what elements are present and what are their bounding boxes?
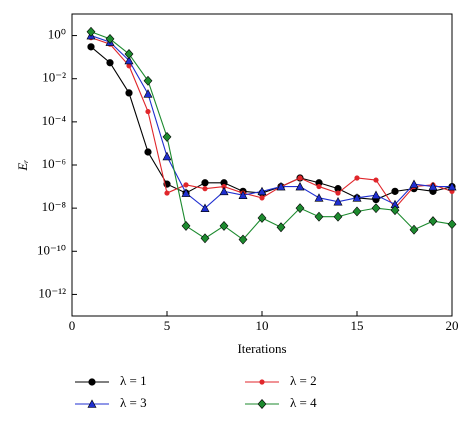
- marker: [276, 181, 286, 191]
- marker: [219, 186, 229, 196]
- marker: [183, 182, 189, 188]
- marker: [162, 151, 172, 161]
- x-tick-label: 20: [446, 318, 459, 333]
- marker: [200, 203, 210, 212]
- marker: [106, 59, 114, 67]
- marker: [124, 49, 134, 59]
- marker: [390, 205, 400, 216]
- marker: [201, 179, 209, 187]
- legend-marker: [88, 378, 96, 386]
- marker: [162, 131, 172, 142]
- marker: [143, 89, 153, 98]
- series-line: [90, 35, 452, 209]
- marker: [428, 181, 438, 191]
- marker: [200, 233, 210, 244]
- legend-marker: [87, 399, 97, 408]
- marker: [371, 190, 381, 199]
- marker: [333, 197, 343, 206]
- legend-label: λ = 3: [120, 395, 147, 410]
- x-axis-label: Iterations: [237, 341, 286, 356]
- marker: [86, 26, 96, 37]
- marker: [259, 195, 265, 201]
- y-tick-label: 10⁰: [48, 27, 66, 42]
- y-tick-label: 10⁻⁸: [42, 199, 67, 214]
- marker: [314, 211, 324, 222]
- marker: [428, 216, 438, 227]
- marker: [276, 222, 286, 233]
- marker: [297, 175, 303, 181]
- x-tick-label: 10: [256, 318, 269, 333]
- marker: [314, 193, 324, 202]
- y-tick-label: 10⁻⁶: [42, 156, 66, 171]
- marker: [124, 55, 134, 65]
- legend-label: λ = 1: [120, 373, 147, 388]
- marker: [181, 188, 191, 197]
- marker: [257, 213, 267, 223]
- series-line: [90, 37, 453, 210]
- marker: [447, 181, 457, 191]
- marker: [202, 186, 208, 192]
- marker: [352, 206, 362, 217]
- marker: [295, 203, 305, 214]
- marker: [144, 148, 152, 156]
- y-tick-label: 10⁻¹²: [38, 285, 66, 300]
- legend-label: λ = 2: [290, 373, 317, 388]
- y-axis-label: Eᵣ: [15, 159, 30, 171]
- marker: [219, 220, 229, 231]
- marker: [125, 89, 133, 97]
- marker: [238, 234, 248, 245]
- marker: [145, 108, 151, 115]
- marker: [447, 219, 457, 230]
- legend-marker: [259, 379, 265, 385]
- y-tick-label: 10⁻¹⁰: [37, 242, 66, 257]
- marker: [295, 181, 305, 191]
- legend-marker: [257, 399, 267, 409]
- marker: [371, 203, 381, 214]
- marker: [87, 43, 95, 51]
- marker: [105, 33, 115, 44]
- x-tick-label: 5: [164, 318, 171, 333]
- marker: [391, 187, 399, 195]
- series-line: [90, 31, 453, 241]
- series-line: [90, 46, 453, 201]
- x-tick-label: 15: [351, 318, 364, 333]
- marker: [238, 190, 248, 199]
- marker: [335, 190, 341, 196]
- legend-label: λ = 4: [290, 395, 317, 410]
- marker: [354, 175, 360, 181]
- marker: [316, 183, 322, 190]
- x-tick-label: 0: [69, 318, 76, 333]
- marker: [352, 193, 362, 202]
- marker: [257, 186, 267, 196]
- marker: [373, 177, 379, 183]
- marker: [409, 179, 419, 188]
- marker: [164, 190, 170, 196]
- marker: [181, 220, 191, 231]
- marker: [143, 75, 153, 86]
- y-tick-label: 10⁻⁴: [42, 113, 67, 128]
- marker: [409, 224, 419, 235]
- marker: [333, 211, 343, 222]
- y-tick-label: 10⁻²: [42, 70, 66, 85]
